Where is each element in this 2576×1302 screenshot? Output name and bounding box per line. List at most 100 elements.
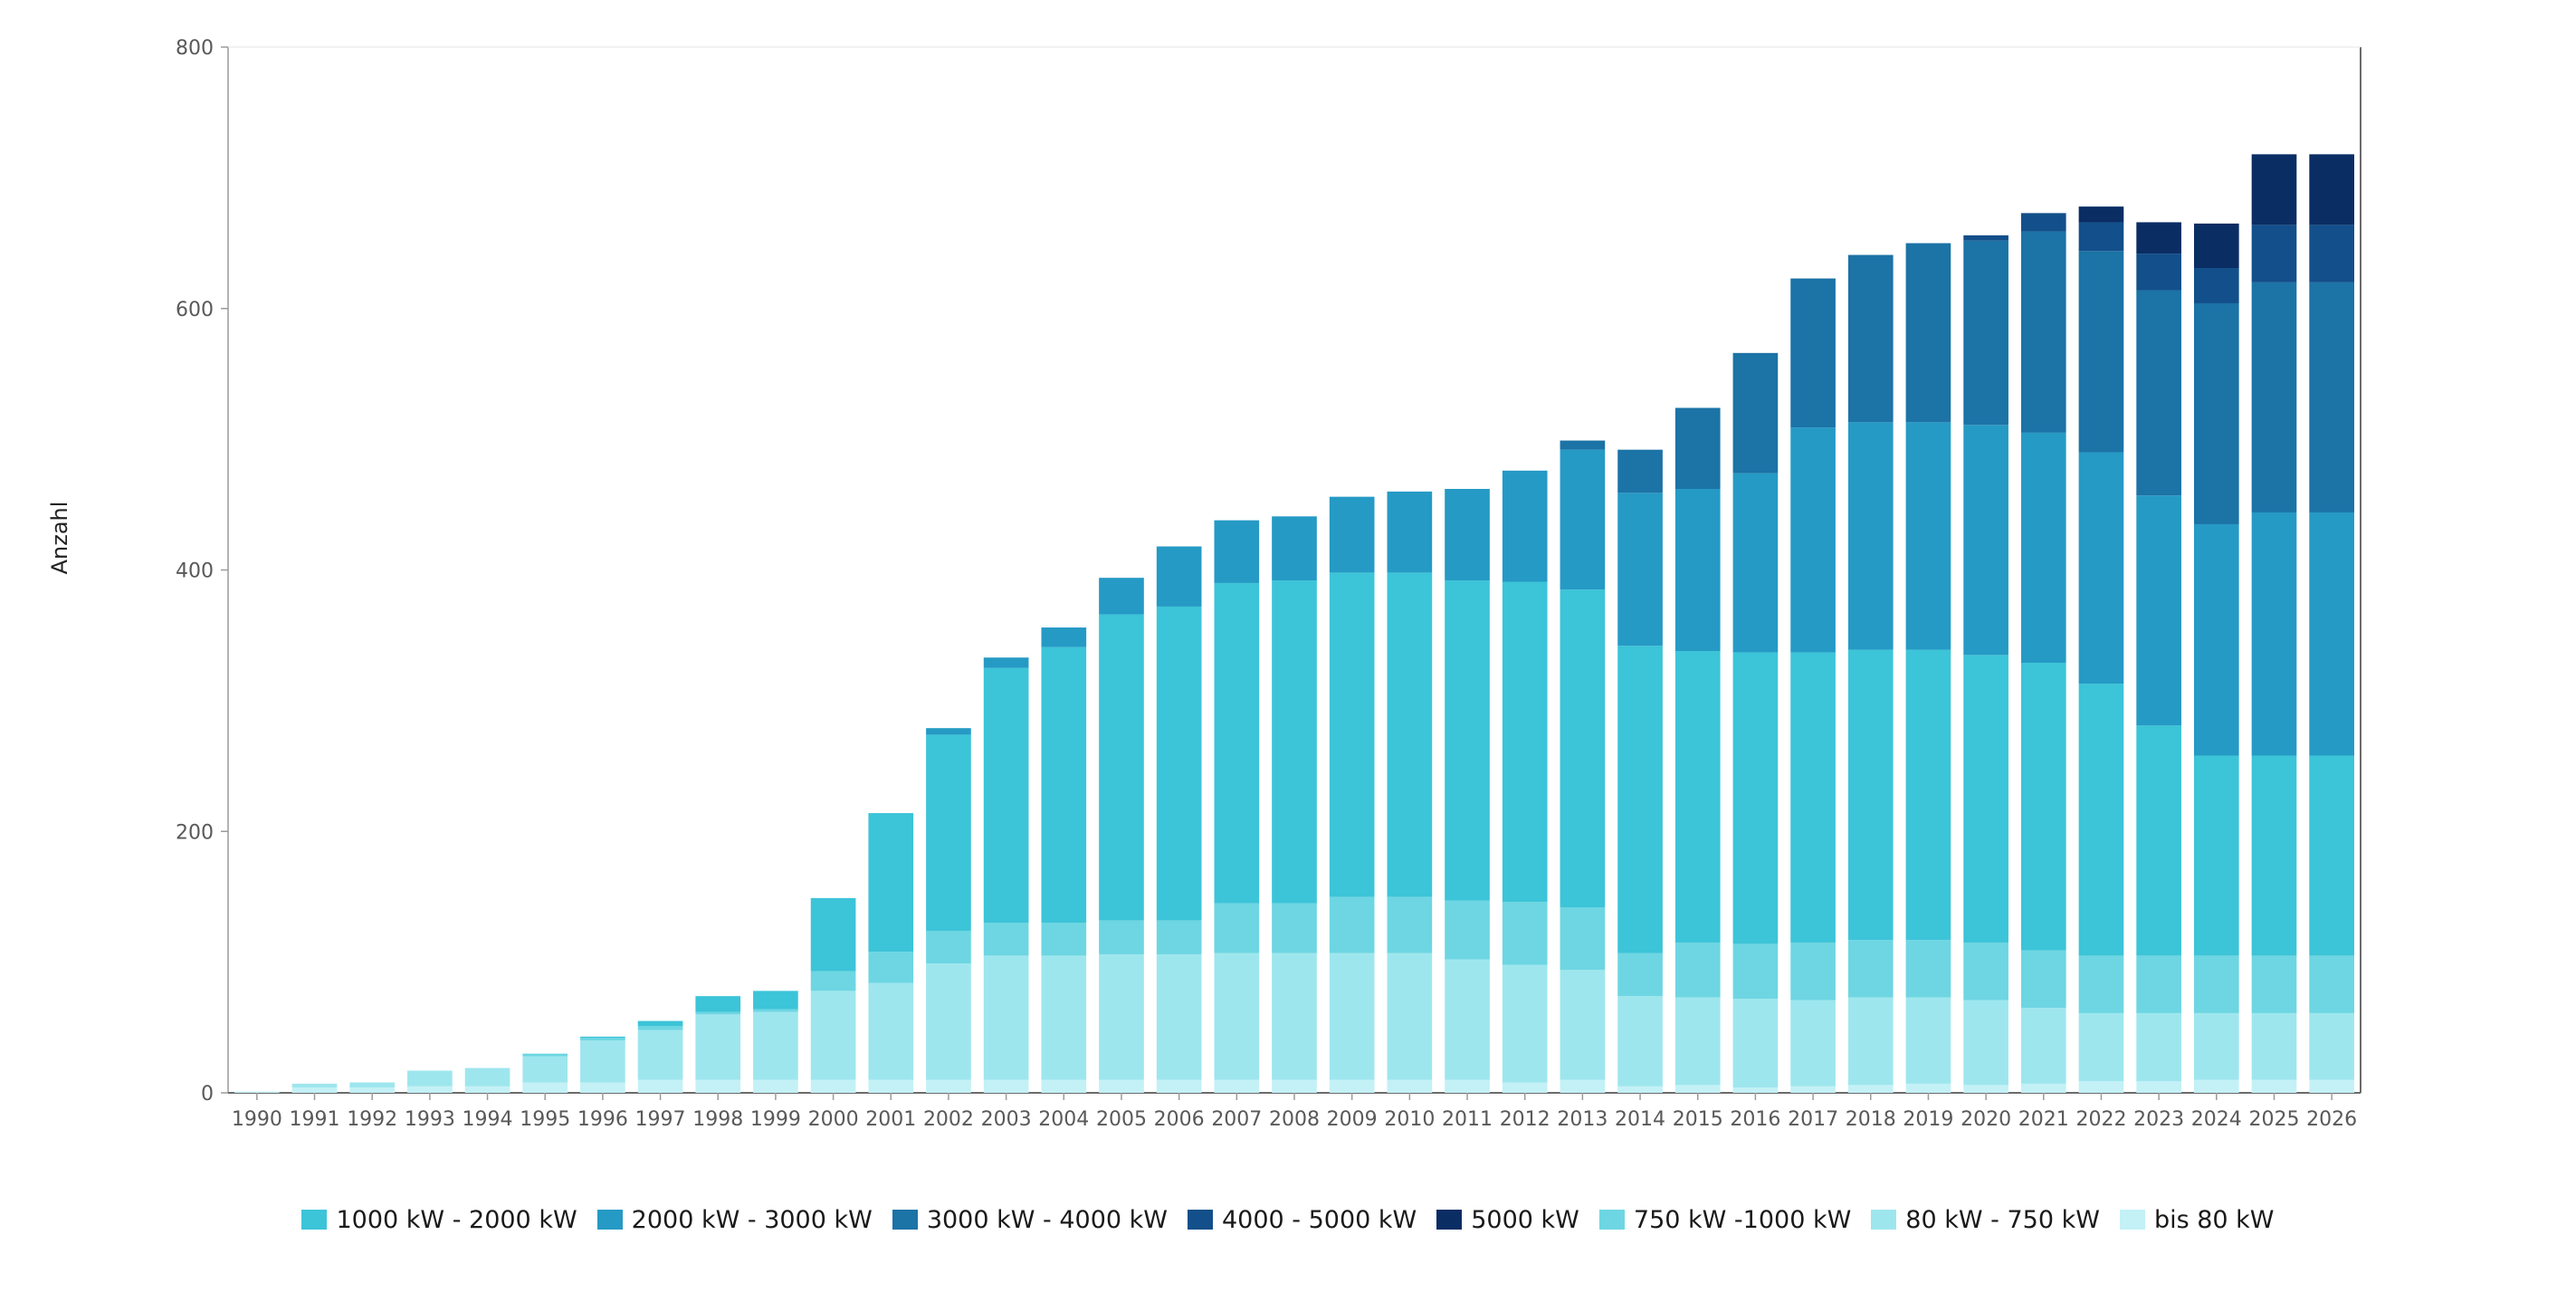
bar-segment (2020, 231, 2066, 433)
x-tick-label: 1997 (635, 1108, 686, 1131)
bar-segment (291, 1087, 338, 1093)
bar-segment (2193, 955, 2239, 1013)
x-tick-label: 2001 (865, 1108, 916, 1131)
x-tick-label: 2014 (1615, 1108, 1665, 1131)
x-tick-label: 2023 (2133, 1108, 2184, 1131)
bar-segment (1560, 1079, 1606, 1093)
bar-segment (1963, 425, 2008, 656)
bar-segment (810, 991, 856, 1080)
bar-segment (291, 1083, 338, 1088)
bar-segment (637, 1020, 683, 1027)
bar-segment (2136, 495, 2181, 726)
bar-segment (1790, 942, 1836, 1000)
x-tick-label: 2009 (1327, 1108, 1378, 1131)
x-tick-label: 1993 (405, 1108, 455, 1131)
y-tick-label: 800 (176, 37, 214, 60)
x-tick-label: 1995 (520, 1108, 570, 1131)
bar-segment (580, 1082, 625, 1093)
bar-segment (1674, 997, 1721, 1086)
bar-segment (464, 1067, 510, 1087)
bar-segment (1156, 953, 1202, 1080)
legend-label: 80 kW - 750 kW (1905, 1205, 2100, 1234)
bar-segment (1214, 582, 1260, 904)
x-tick-label: 1990 (232, 1108, 282, 1131)
bar-segment (1041, 955, 1087, 1080)
legend-item[interactable]: bis 80 kW (2119, 1205, 2275, 1234)
bar-segment (1905, 940, 1951, 998)
bar-segment (810, 897, 856, 972)
bar-segment (2193, 267, 2239, 303)
bar-segment (1905, 243, 1951, 423)
bar-segment (1445, 1079, 1490, 1093)
bar-segment (983, 955, 1029, 1080)
bar-segment (1099, 1079, 1144, 1093)
legend-swatch (892, 1210, 918, 1230)
legend-label: bis 80 kW (2153, 1205, 2275, 1234)
bar-segment (983, 667, 1029, 924)
bar-segment (1905, 649, 1951, 941)
x-tick-label: 1999 (750, 1108, 801, 1131)
x-tick-label: 2015 (1673, 1108, 1723, 1131)
bar-segment (2193, 755, 2239, 956)
bar-segment (2309, 755, 2354, 956)
legend-item[interactable]: 3000 kW - 4000 kW (892, 1206, 1168, 1234)
bar-segment (637, 1029, 683, 1080)
bar-segment (1387, 1079, 1433, 1093)
bar-segment (1214, 953, 1260, 1080)
bar-segment (2309, 512, 2354, 756)
bar-segment (926, 963, 971, 1080)
bar-segment (2193, 302, 2239, 524)
bar-segment (983, 657, 1029, 668)
y-tick-label: 0 (201, 1083, 214, 1106)
x-tick-label: 2025 (2248, 1108, 2299, 1131)
bar-segment (580, 1036, 625, 1039)
bar-segment (522, 1053, 568, 1057)
legend-item[interactable]: 4000 - 5000 kW (1188, 1206, 1417, 1234)
bar-segment (1847, 422, 1894, 650)
bar-segment (1156, 920, 1202, 954)
bar-segment (1674, 942, 1721, 998)
bar-segment (1329, 572, 1375, 897)
x-tick-label: 2013 (1557, 1108, 1608, 1131)
x-tick-label: 2019 (1903, 1108, 1953, 1131)
x-tick-label: 2024 (2191, 1108, 2242, 1131)
bar-segment (926, 1079, 971, 1093)
legend-item[interactable]: 1000 kW - 2000 kW (301, 1206, 577, 1234)
bar-segment (2078, 1012, 2124, 1082)
bar-segment (1329, 1079, 1375, 1093)
bar-segment (349, 1082, 396, 1088)
bar-segment (2251, 955, 2297, 1013)
y-axis-title: Anzahl (47, 502, 72, 575)
bar-segment (1445, 580, 1490, 901)
bar-segment (1387, 572, 1433, 897)
legend-item[interactable]: 2000 kW - 3000 kW (596, 1205, 873, 1234)
bar-segment (2309, 282, 2354, 512)
bar-segment (1502, 902, 1548, 965)
x-tick-label: 2000 (808, 1108, 859, 1131)
legend-item[interactable]: 80 kW - 750 kW (1871, 1206, 2100, 1234)
bar-segment (695, 1011, 741, 1015)
bar-segment (695, 996, 741, 1012)
legend-item[interactable]: 5000 kW (1436, 1206, 1579, 1234)
bars-layer (234, 154, 2354, 1093)
bar-segment (2193, 523, 2239, 756)
bar-segment (1617, 449, 1663, 493)
bar-segment (1847, 649, 1894, 941)
bar-segment (1963, 240, 2008, 426)
bar-segment (1502, 1082, 1548, 1093)
bar-segment (2193, 1079, 2239, 1093)
x-tick-label: 2007 (1211, 1108, 1262, 1131)
bar-segment (753, 1011, 798, 1080)
legend-label: 2000 kW - 3000 kW (631, 1205, 873, 1234)
bar-segment (983, 1079, 1029, 1093)
bar-segment (1272, 953, 1317, 1080)
bar-segment (868, 813, 914, 953)
bar-segment (1272, 903, 1317, 953)
bar-segment (2309, 955, 2354, 1013)
x-tick-label: 2021 (2018, 1108, 2069, 1131)
x-tick-label: 2010 (1384, 1108, 1435, 1131)
legend-item[interactable]: 750 kW -1000 kW (1598, 1206, 1851, 1234)
bar-segment (1674, 407, 1721, 489)
bar-segment (810, 971, 856, 991)
bar-segment (1099, 578, 1144, 615)
